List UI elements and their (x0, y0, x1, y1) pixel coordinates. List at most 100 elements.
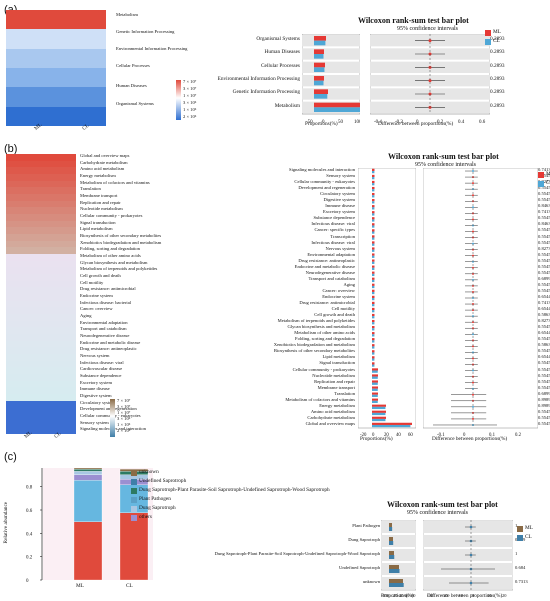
heatmap-row: Organismal Systems (116, 101, 154, 106)
bar-ml (314, 76, 324, 81)
diff-point (472, 405, 474, 408)
heatmap-cell (6, 367, 41, 374)
tick-label: -0.1 (437, 433, 445, 438)
barplot-pvalues: 0.2893 0.2893 0.2893 0.2893 0.2893 0.2893 (490, 34, 530, 114)
legend-item: ML (485, 30, 501, 36)
tick-label: -0.4 (374, 120, 382, 125)
heatmap-cell (6, 274, 41, 281)
heatmap-cell (41, 347, 76, 354)
x-label-cl: CL (126, 583, 133, 589)
proportion-axis: -50 0 50 100 (302, 34, 360, 125)
heatmap-row: Cell motility (80, 279, 104, 285)
diff-point (472, 254, 474, 257)
bar-cl (372, 364, 375, 367)
bar-ml (372, 326, 375, 329)
tick-label: -30 (427, 593, 434, 598)
stack-segment (73, 474, 103, 481)
diff-point (472, 357, 474, 360)
bar-ml (372, 362, 375, 365)
heatmap-cell (6, 174, 41, 181)
diff-point (469, 581, 473, 585)
p-value: 0.5545 (538, 408, 550, 414)
row-band (381, 535, 416, 547)
bar-ml (372, 174, 375, 178)
barplot-category: Glycan biosynthesis and metabolism (287, 324, 356, 330)
heatmap-cell (41, 360, 76, 368)
heatmap-cell (41, 327, 76, 334)
heatmap-row: Metabolism (116, 12, 138, 17)
heatmap-row: Digestive system (80, 393, 112, 398)
heatmap-cell (6, 334, 41, 341)
bar-ml (389, 579, 403, 583)
p-value: 1 (515, 551, 518, 556)
heatmap-cell (41, 394, 76, 401)
stacked-legend: unknown Undefined Saprotroph Dung Saprot… (131, 470, 461, 521)
bar-cl (372, 249, 375, 252)
scale-label: 7 × 10⁷ (183, 79, 197, 84)
tick-label: -10 (457, 593, 464, 598)
diff-point (472, 230, 474, 233)
heatmap-row: Nervous system (80, 353, 110, 358)
heatmap-row: Endocrine system (80, 293, 113, 298)
bar-cl (372, 183, 375, 186)
barplot-subtitle: 95% confidence intervals (397, 26, 458, 32)
bar-ml (314, 36, 326, 41)
diff-point (472, 309, 474, 312)
legend-item: Undefined Saprotroph (131, 479, 461, 485)
bar-cl (372, 412, 386, 416)
barplot-category: Substance dependence (313, 215, 355, 221)
bar-ml (372, 211, 375, 214)
scale-label: 2 × 10⁶ (117, 428, 131, 433)
barplot-subtitle: 95% confidence intervals (415, 162, 476, 168)
bar-cl (372, 370, 378, 373)
heatmap-cell (41, 400, 76, 408)
heatmap-cell (6, 327, 41, 334)
bar-cl (314, 107, 360, 112)
p-value: 0.5545 (538, 366, 550, 372)
bar-cl (389, 555, 395, 559)
barplot-categories: Plant Pathogen Dung Saprotroph Dung Saprot… (215, 520, 380, 590)
heatmap-cell (41, 340, 76, 348)
heatmap-cell (56, 106, 106, 126)
barplot-category: Xenobiotics biodegradation and metabolis… (273, 342, 355, 348)
heatmap-row: Metabolism of terpenoids and polyketides (80, 266, 158, 272)
diff-point (469, 525, 473, 529)
row-band (302, 61, 360, 73)
legend-item: Dung Saprotroph-Plant Parasite-Soil Sapr… (131, 488, 461, 494)
bar-cl (389, 583, 404, 587)
heatmap-row: Aging (80, 313, 92, 318)
heatmap-cell (6, 380, 41, 388)
tick-label: 0 (322, 120, 325, 125)
heatmap-cell (41, 380, 76, 388)
barplot-category: Plant Pathogen (352, 523, 380, 528)
heatmap-row: Global and overview maps (80, 153, 130, 158)
heatmap-cell (6, 307, 41, 314)
bar-cl (372, 231, 375, 234)
scale-label: 7 × 10⁷ (117, 398, 131, 403)
bar-ml (372, 410, 386, 413)
heatmap-cell (6, 10, 57, 30)
bar-ml (372, 295, 375, 298)
bar-cl (372, 225, 375, 228)
heatmap-row: Human Diseases (116, 83, 147, 88)
barplot-category: Cancer: specific types (314, 227, 355, 233)
heatmap-cell (6, 320, 41, 328)
heatmap-cell (41, 374, 76, 381)
barplot-category: Nervous system (325, 245, 355, 251)
bar-cl (314, 94, 328, 99)
p-value: 0.2893 (490, 76, 505, 82)
heatmap-cell (41, 267, 76, 274)
heatmap-row: Substance dependence (80, 373, 122, 378)
heatmap-cell (41, 300, 76, 308)
heatmap-cell (41, 314, 76, 321)
bar-ml (372, 199, 375, 202)
bar-cl (372, 219, 375, 222)
tick-label: 20 (393, 593, 398, 598)
bar-ml (314, 89, 328, 94)
p-value: 0.2893 (490, 36, 505, 42)
barplot-category: Organismal Systems (256, 36, 300, 42)
bar-ml (314, 102, 360, 108)
heatmap-cell (6, 294, 41, 301)
p-value: 0.6544 (538, 354, 550, 360)
bar-cl (372, 279, 375, 283)
